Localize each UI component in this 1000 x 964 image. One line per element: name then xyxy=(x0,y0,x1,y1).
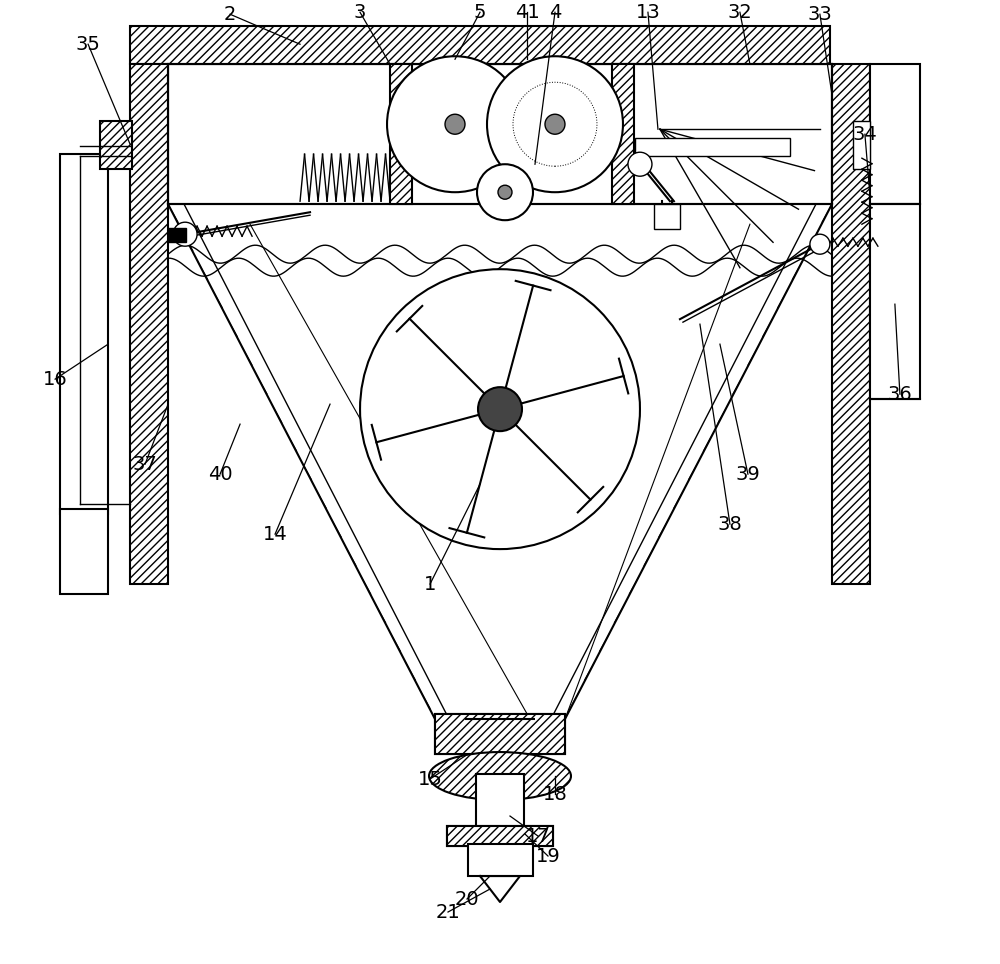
Bar xyxy=(447,826,553,846)
Circle shape xyxy=(810,234,830,254)
Bar xyxy=(435,714,565,754)
Text: 36: 36 xyxy=(888,385,912,404)
Bar xyxy=(130,26,830,65)
Bar xyxy=(435,714,565,754)
Text: 14: 14 xyxy=(263,524,287,544)
Text: 32: 32 xyxy=(728,3,752,22)
Circle shape xyxy=(173,222,197,246)
Text: 2: 2 xyxy=(224,5,236,24)
Bar xyxy=(853,121,870,170)
Circle shape xyxy=(498,185,512,200)
Text: 35: 35 xyxy=(76,35,101,54)
Text: 15: 15 xyxy=(418,769,442,789)
Text: 37: 37 xyxy=(133,455,157,473)
Text: 1: 1 xyxy=(424,575,436,594)
Text: 34: 34 xyxy=(853,124,877,144)
Bar xyxy=(870,204,920,399)
Bar xyxy=(447,826,553,846)
Text: 3: 3 xyxy=(354,3,366,22)
Bar xyxy=(468,844,533,876)
Circle shape xyxy=(513,82,597,166)
Circle shape xyxy=(628,152,652,176)
Circle shape xyxy=(487,56,623,192)
Circle shape xyxy=(545,114,565,134)
Bar xyxy=(168,228,186,242)
Bar xyxy=(870,65,920,204)
Text: 33: 33 xyxy=(808,5,832,24)
Text: 40: 40 xyxy=(208,465,232,484)
Bar xyxy=(60,509,108,594)
Bar xyxy=(60,154,108,514)
Text: 5: 5 xyxy=(474,3,486,22)
Text: 39: 39 xyxy=(736,465,760,484)
Text: 17: 17 xyxy=(526,826,550,845)
Text: 16: 16 xyxy=(43,369,67,388)
Circle shape xyxy=(478,388,522,431)
Circle shape xyxy=(477,164,533,220)
Text: 19: 19 xyxy=(536,846,560,866)
Ellipse shape xyxy=(429,752,571,800)
Text: 41: 41 xyxy=(515,3,539,22)
Bar xyxy=(100,121,132,170)
Circle shape xyxy=(445,114,465,134)
Circle shape xyxy=(387,56,523,192)
Text: 18: 18 xyxy=(543,785,567,804)
Bar xyxy=(168,65,832,204)
Bar xyxy=(390,65,412,204)
Bar xyxy=(476,774,524,829)
Text: 4: 4 xyxy=(549,3,561,22)
Text: 38: 38 xyxy=(718,515,742,534)
Text: 20: 20 xyxy=(455,890,479,908)
Bar xyxy=(635,138,790,156)
Circle shape xyxy=(360,269,640,549)
Bar xyxy=(832,65,870,584)
Text: 13: 13 xyxy=(636,3,660,22)
Bar xyxy=(612,65,634,204)
Text: 21: 21 xyxy=(436,902,460,922)
Bar xyxy=(654,204,680,229)
Bar xyxy=(130,65,168,584)
